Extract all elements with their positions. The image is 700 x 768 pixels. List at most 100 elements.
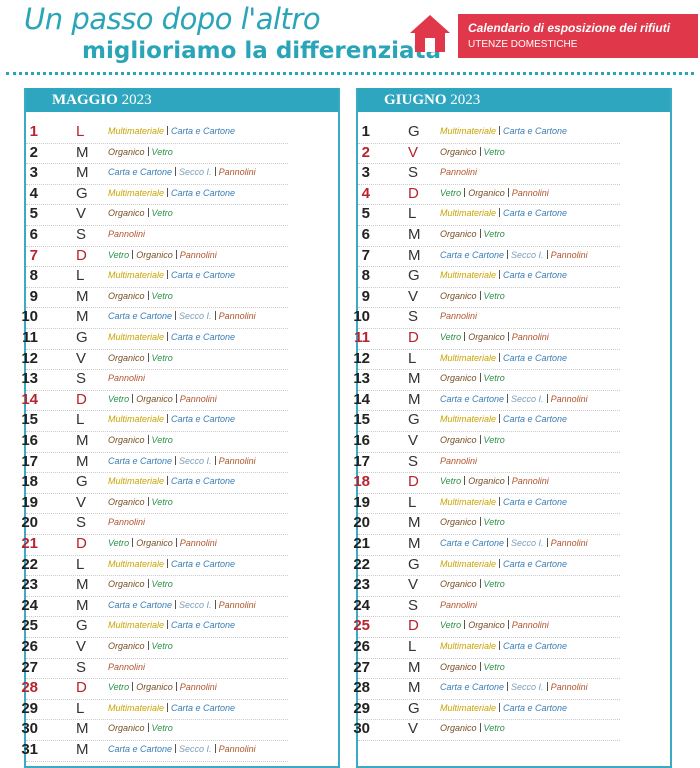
- day-row: 23 V Organico Vetro: [353, 575, 620, 597]
- day-number: 3: [29, 164, 38, 182]
- waste-item: Carta e Cartone: [171, 414, 236, 425]
- waste-item: Vetro: [151, 496, 173, 507]
- separator: [507, 332, 509, 341]
- separator: [147, 579, 149, 589]
- waste-item: Carta e Cartone: [503, 270, 568, 281]
- waste-item: Vetro: [440, 620, 462, 631]
- day-row: 26 L Multimateriale Carta e Cartone: [353, 637, 620, 659]
- waste-item: Organico: [440, 373, 477, 384]
- waste-items: Vetro Organico Pannolini: [440, 332, 549, 342]
- day-row: 26 V Organico Vetro: [21, 637, 288, 659]
- separator: [464, 620, 466, 630]
- waste-item: Vetro: [483, 290, 505, 301]
- waste-items: Carta e Cartone Secco I. Pannolini: [440, 682, 588, 692]
- weekday: S: [76, 226, 87, 243]
- day-number: 18: [353, 473, 370, 491]
- waste-items: Multimateriale Carta e Cartone: [108, 702, 235, 713]
- separator: [175, 744, 177, 753]
- waste-item: Multimateriale: [108, 187, 165, 198]
- waste-item: Organico: [108, 723, 145, 734]
- separator: [479, 229, 481, 238]
- waste-item: Carta e Cartone: [171, 558, 236, 569]
- waste-item: Pannolini: [511, 187, 549, 198]
- waste-item: Vetro: [151, 352, 173, 363]
- waste-item: Carta e Cartone: [503, 352, 568, 363]
- separator: [132, 249, 134, 259]
- waste-item: Carta e Cartone: [171, 187, 236, 198]
- waste-item: Pannolini: [179, 393, 217, 404]
- day-number: 2: [29, 143, 38, 161]
- waste-items: Multimateriale Carta e Cartone: [440, 208, 567, 218]
- separator: [507, 249, 509, 259]
- waste-item: Carta e Cartone: [503, 496, 568, 507]
- separator: [499, 641, 501, 650]
- day-number: 30: [21, 720, 38, 738]
- waste-item: Carta e Cartone: [171, 332, 236, 342]
- day-row: 12 V Organico Vetro: [21, 349, 288, 371]
- weekday: L: [76, 123, 85, 140]
- waste-items: Multimateriale Carta e Cartone: [108, 332, 235, 342]
- day-number: 16: [353, 432, 370, 449]
- separator: [175, 599, 177, 609]
- day-row: 18 D Vetro Organico Pannolini: [353, 472, 620, 494]
- waste-item: Secco I.: [511, 393, 544, 404]
- month-header: MAGGIO 2023: [26, 88, 338, 112]
- weekday: D: [76, 679, 87, 697]
- waste-item: Carta e Cartone: [503, 641, 568, 651]
- day-number: 20: [353, 514, 370, 532]
- day-row: 23 M Organico Vetro: [21, 575, 288, 597]
- weekday: S: [408, 596, 419, 614]
- day-number: 13: [21, 370, 38, 388]
- waste-item: Multimateriale: [108, 476, 165, 487]
- separator: [546, 249, 548, 259]
- waste-item: Secco I.: [179, 311, 212, 322]
- waste-item: Multimateriale: [108, 702, 165, 713]
- weekday: L: [408, 349, 417, 367]
- waste-item: Secco I.: [179, 599, 212, 610]
- waste-items: Multimateriale Carta e Cartone: [108, 414, 235, 424]
- day-row: 4 G Multimateriale Carta e Cartone: [26, 184, 288, 206]
- weekday: V: [408, 143, 419, 161]
- separator: [147, 352, 149, 362]
- separator: [499, 208, 501, 218]
- separator: [479, 373, 481, 383]
- day-number: 21: [353, 535, 370, 552]
- separator: [464, 187, 466, 197]
- waste-item: Organico: [136, 249, 173, 260]
- separator: [479, 146, 481, 156]
- waste-item: Pannolini: [218, 167, 256, 178]
- day-number: 22: [21, 555, 38, 573]
- day-number: 22: [353, 555, 370, 573]
- day-row: 24 S Pannolini: [353, 596, 620, 618]
- weekday: S: [76, 370, 87, 388]
- waste-items: Vetro Organico Pannolini: [108, 393, 217, 404]
- month-column: MAGGIO 2023 1 L Multimateriale Carta e Carto…: [21, 88, 340, 768]
- waste-items: Organico Vetro: [440, 373, 505, 383]
- waste-item: Organico: [440, 661, 477, 672]
- day-number: 1: [361, 123, 370, 140]
- weekday: S: [408, 164, 419, 182]
- day-number: 3: [361, 164, 370, 182]
- waste-items: Pannolini: [108, 373, 145, 383]
- day-row: 15 G Multimateriale Carta e Cartone: [353, 410, 620, 432]
- day-number: 14: [353, 390, 370, 408]
- waste-item: Pannolini: [440, 167, 478, 178]
- weekday: D: [408, 329, 419, 346]
- day-number: 27: [353, 658, 370, 676]
- waste-item: Pannolini: [218, 744, 256, 754]
- separator: [214, 455, 216, 465]
- day-number: 26: [21, 638, 38, 655]
- day-row: 21 M Carta e Cartone Secco I. Pannolini: [353, 534, 620, 556]
- waste-items: Vetro Organico Pannolini: [108, 682, 217, 692]
- waste-item: Vetro: [483, 229, 505, 239]
- waste-item: Pannolini: [550, 249, 588, 260]
- day-number: 7: [361, 246, 370, 264]
- divider: [6, 72, 694, 75]
- waste-items: Organico Vetro: [440, 290, 505, 301]
- waste-item: Pannolini: [179, 682, 217, 693]
- day-row: 19 V Organico Vetro: [21, 493, 288, 515]
- day-number: 24: [21, 596, 38, 614]
- day-row: 14 M Carta e Cartone Secco I. Pannolini: [353, 390, 620, 412]
- waste-item: Carta e Cartone: [108, 311, 173, 322]
- separator: [479, 723, 481, 733]
